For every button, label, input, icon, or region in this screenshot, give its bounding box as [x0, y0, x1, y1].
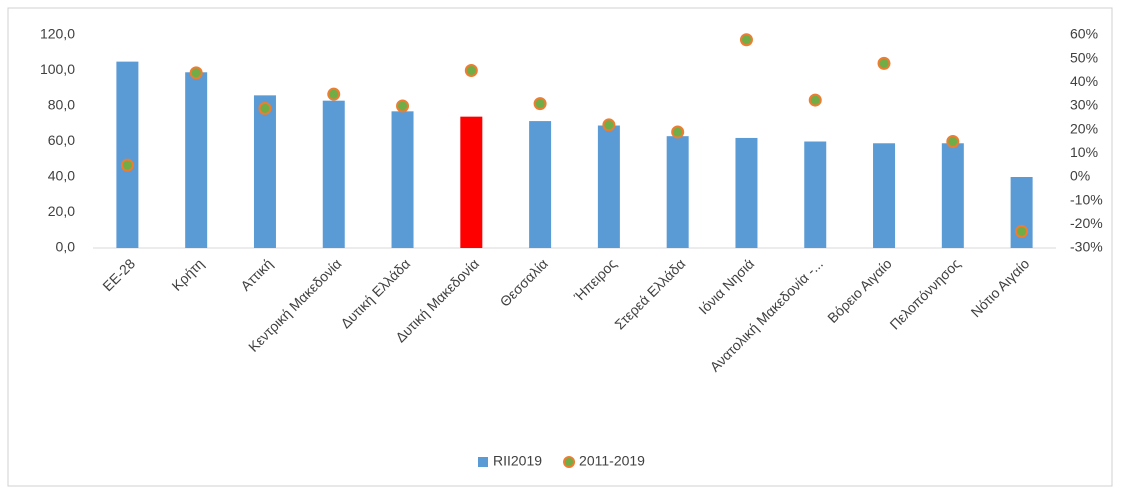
y2-tick-label: 50% [1070, 49, 1098, 65]
bar [735, 137, 758, 248]
y-tick-label: 20,0 [48, 203, 75, 219]
point [602, 118, 616, 132]
y-tick-label: 80,0 [48, 97, 75, 113]
y-tick-label: 60,0 [48, 132, 75, 148]
y2-tick-label: -20% [1070, 215, 1103, 231]
point [464, 64, 478, 77]
y-tick-label: 120,0 [40, 26, 75, 42]
bar [391, 111, 414, 248]
bar [253, 95, 276, 248]
point [258, 101, 272, 115]
bar [322, 100, 345, 248]
y2-tick-label: 40% [1070, 73, 1098, 89]
y2-tick-label: 0% [1070, 168, 1090, 184]
point [671, 125, 685, 139]
point [120, 158, 134, 172]
y-tick-label: 40,0 [48, 168, 75, 184]
point [808, 93, 822, 107]
point [946, 135, 960, 148]
point [1015, 224, 1029, 238]
bar [529, 121, 552, 248]
y2-tick-label: -30% [1070, 239, 1103, 255]
y2-tick-label: 60% [1070, 26, 1098, 42]
y2-tick-label: 30% [1070, 97, 1098, 113]
y2-tick-label: 20% [1070, 120, 1098, 136]
bar [941, 143, 964, 248]
point [189, 66, 203, 80]
y2-tick-label: 10% [1070, 144, 1098, 160]
point [327, 87, 341, 101]
legend-label: RII2019 [493, 453, 542, 469]
point [533, 97, 547, 111]
legend-label: 2011-2019 [579, 453, 645, 469]
bar [116, 61, 139, 248]
point [396, 99, 410, 113]
bar [666, 136, 689, 248]
legend-swatch [478, 457, 488, 467]
bar [185, 72, 208, 249]
y2-tick-label: -10% [1070, 191, 1103, 207]
y-tick-label: 0,0 [56, 239, 76, 255]
bar [804, 141, 827, 248]
bar [460, 116, 483, 249]
bar [873, 143, 896, 248]
bar [597, 125, 620, 248]
point [739, 33, 753, 47]
point [877, 56, 891, 70]
legend-swatch [563, 456, 576, 468]
y-tick-label: 100,0 [40, 61, 75, 77]
